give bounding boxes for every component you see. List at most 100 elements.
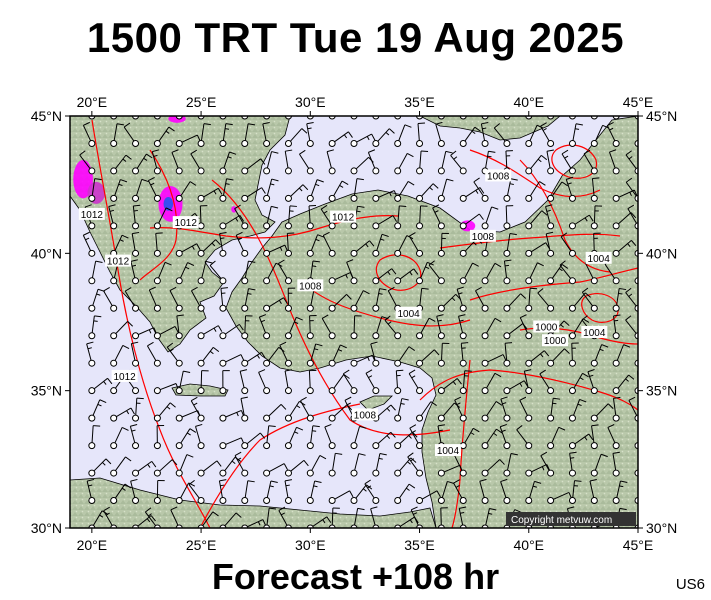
wind-barb	[306, 179, 324, 202]
wind-barb	[479, 478, 489, 505]
wind-barb	[589, 479, 598, 505]
wind-barb	[123, 122, 140, 147]
wind-barb	[326, 149, 336, 175]
wind-barb	[350, 133, 376, 147]
wind-barb	[110, 123, 124, 147]
lat-label-right: 35°N	[646, 383, 677, 399]
wind-barb	[241, 288, 256, 312]
wind-barb	[258, 369, 271, 395]
wind-barb	[241, 315, 253, 340]
wind-barb	[437, 378, 462, 395]
wind-barb	[547, 264, 569, 285]
map-content: 1012 1012 1012 1012 1012 1008 1008 1008 1008 1004…	[70, 116, 638, 528]
map-frame	[69, 115, 639, 529]
isobar-label-text: 1012	[175, 218, 198, 229]
isobar-1012-south	[199, 403, 361, 528]
wind-barb	[547, 492, 573, 505]
isobar-label-text: 1004	[588, 254, 611, 265]
wind-barb	[473, 177, 489, 202]
wind-barb	[153, 232, 163, 257]
isobar-label: 1012	[330, 210, 357, 224]
wind-barb	[525, 124, 544, 147]
lat-label-right: 30°N	[646, 520, 677, 536]
wind-barb	[175, 243, 201, 257]
wind-barb	[540, 451, 555, 477]
wind-barb	[197, 460, 222, 477]
isobar-label-text: 1008	[472, 232, 495, 243]
wind-barb	[263, 205, 279, 230]
wind-barb	[324, 423, 336, 450]
wind-barb	[590, 177, 600, 202]
wind-barb	[480, 122, 489, 147]
wind-barb	[279, 341, 292, 367]
wind-barb	[88, 260, 103, 285]
wind-barb	[500, 396, 511, 422]
wind-barb	[547, 348, 570, 367]
isobar-1012-balkans	[139, 149, 178, 281]
wind-barb	[612, 314, 621, 340]
wind-barb	[175, 314, 184, 340]
wind-barb	[299, 149, 314, 175]
wind-barb	[459, 126, 481, 147]
isobar-1008-levant	[419, 369, 638, 411]
wind-barb	[384, 315, 402, 340]
wind-barb	[239, 369, 249, 395]
wind-barb	[454, 396, 467, 422]
wind-barb	[545, 231, 555, 257]
wind-barb	[525, 480, 542, 505]
wind-barb	[503, 178, 518, 202]
wind-barb	[328, 344, 347, 367]
isobar-1008-inner	[299, 279, 471, 327]
wind-barb	[416, 317, 436, 340]
wind-barb	[546, 149, 555, 175]
map-title: 1500 TRT Tue 19 Aug 2025	[86, 14, 625, 61]
wind-barb	[263, 463, 288, 477]
wind-barb	[153, 207, 173, 230]
wind-barb	[372, 268, 397, 285]
isobar-label: 1008	[485, 169, 512, 182]
forecast-label: Forecast +108 hr	[211, 556, 500, 597]
wind-barb	[435, 121, 445, 147]
lat-label-right: 40°N	[646, 245, 677, 261]
wind-barb	[131, 231, 140, 257]
isobar-1004-caucasus	[519, 159, 611, 273]
wind-barb	[612, 451, 620, 477]
wind-barb	[263, 403, 287, 422]
wind-barb	[235, 231, 249, 257]
wind-barb	[503, 452, 518, 477]
isobar-label-text: 1008	[487, 171, 510, 182]
isobar-label: 1004	[434, 444, 461, 457]
wind-barb	[350, 156, 374, 175]
wind-barb	[612, 344, 631, 367]
wind-barb	[197, 325, 223, 340]
wind-barb	[241, 519, 267, 528]
wind-barb	[437, 150, 453, 175]
isobar-labels: 1012 1012 1012 1012 1012 1008 1008 1008 1008 1004…	[78, 169, 612, 457]
wind-barb	[350, 484, 373, 505]
wind-barb	[197, 239, 221, 257]
isobar-label: 1008	[297, 279, 324, 292]
wind-barb	[110, 483, 132, 505]
wind-barb	[241, 351, 266, 367]
wind-barb	[110, 456, 132, 477]
wind-barb	[284, 479, 293, 505]
wind-barb	[88, 315, 102, 340]
wind-barb	[147, 176, 161, 202]
wind-barb	[219, 437, 245, 450]
lon-label-bottom: 35°E	[404, 537, 435, 553]
wind-barb	[481, 317, 502, 340]
wind-barb	[568, 372, 589, 395]
wind-barb	[394, 457, 417, 477]
wind-barb	[408, 232, 424, 257]
wind-barb	[241, 123, 256, 147]
wind-barb	[284, 459, 309, 477]
wind-barb	[147, 341, 161, 367]
wind-barb	[190, 149, 205, 175]
wind-barb	[130, 259, 140, 285]
copyright-text: Copyright metvuw.com	[511, 515, 612, 526]
wind-barb	[263, 297, 288, 312]
wind-barb	[568, 123, 583, 147]
isobar-label: 1012	[78, 207, 105, 221]
isobar-label-text: 1004	[397, 309, 420, 320]
